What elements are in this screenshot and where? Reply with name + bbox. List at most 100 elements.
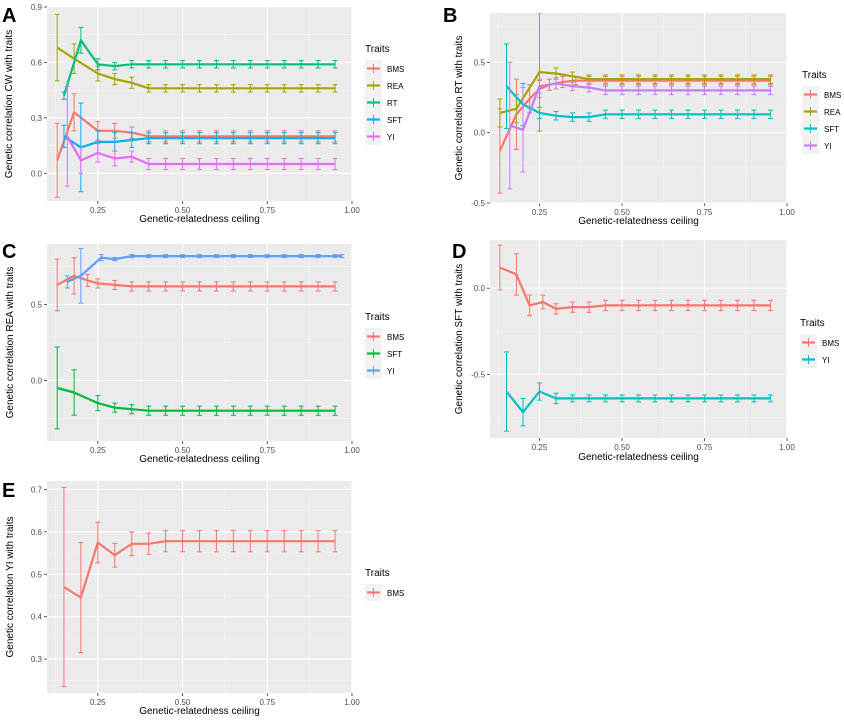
legend-title: Traits	[800, 318, 825, 329]
panel-d: 0.25 0.50 0.75 1.00 -0.5 0.0 Genetic-relatedne…	[452, 240, 839, 463]
panel-label: A	[2, 5, 16, 27]
series-bms	[61, 486, 338, 688]
x-axis-title: Genetic-relatedness ceiling	[578, 216, 699, 227]
legend-item: SFT	[365, 345, 402, 362]
legend: Traits BMS SFT YI	[365, 312, 404, 379]
legend-item: SFT	[365, 111, 402, 128]
x-axis-title: Genetic-relatedness ceiling	[578, 452, 699, 463]
legend-item: YI	[802, 137, 832, 154]
panel-e: 0.25 0.50 0.75 1.00 0.3 0.4 0.5 0.6 0.7 Genetic-r…	[2, 480, 404, 717]
series-layer	[54, 248, 345, 430]
series-line-bms	[56, 274, 336, 288]
x-tick-label: 0.75	[259, 206, 275, 215]
x-axis-title: Genetic-relatedness ceiling	[139, 706, 260, 717]
panel-c: 0.25 0.50 0.75 1.00 0.0 0.5 Genetic-relatednes…	[2, 241, 404, 465]
y-tick-label: 0.7	[31, 485, 43, 494]
legend-label: BMS	[387, 65, 404, 74]
series-line-bms	[499, 266, 771, 310]
legend-item: BMS	[365, 60, 404, 77]
panel-a: 0.25 0.50 0.75 1.00 0.0 0.3 0.6 0.9 Genetic-rela…	[2, 3, 404, 225]
series-line-bms	[63, 540, 336, 599]
y-tick-label: 0.3	[31, 114, 43, 123]
legend: Traits BMS	[365, 568, 404, 601]
legend-item: SFT	[802, 120, 839, 137]
x-tick-label: 0.75	[697, 443, 713, 452]
y-axis-title: Genetic correlation CW with traits	[4, 30, 15, 178]
panel-label: B	[443, 5, 457, 27]
y-axis-title: Genetic correlation RT with traits	[454, 36, 465, 181]
panel-label: C	[2, 241, 16, 263]
legend-item: BMS	[800, 334, 839, 351]
series-line-rea	[56, 46, 336, 90]
legend-label: BMS	[824, 91, 841, 100]
y-axis-title: Genetic correlation SFT with traits	[454, 264, 465, 414]
series-line-sft	[63, 135, 336, 149]
series-yi	[507, 61, 773, 190]
series-rea	[54, 13, 338, 93]
legend-item: YI	[365, 128, 395, 145]
x-tick-label: 0.75	[259, 446, 275, 455]
y-tick-label: 0.5	[31, 301, 43, 310]
series-line-yi	[505, 390, 771, 414]
legend-label: REA	[824, 108, 841, 117]
x-tick-label: 0.50	[175, 206, 191, 215]
legend-label: SFT	[387, 350, 402, 359]
x-tick-label: 0.50	[614, 208, 630, 217]
legend-title: Traits	[365, 44, 390, 55]
series-rea	[497, 13, 773, 132]
x-tick-label: 0.25	[90, 206, 106, 215]
y-tick-label: 0.9	[31, 3, 43, 12]
legend-item: YI	[800, 351, 830, 368]
legend-item: YI	[365, 362, 395, 379]
legend-label: SFT	[387, 116, 402, 125]
x-axis-title: Genetic-relatedness ceiling	[139, 454, 260, 465]
series-yi	[64, 85, 338, 187]
x-tick-label: 0.25	[532, 443, 548, 452]
legend-title: Traits	[802, 70, 827, 81]
legend-label: REA	[387, 82, 404, 91]
series-sft	[61, 102, 338, 193]
series-layer	[61, 486, 338, 688]
legend-title: Traits	[365, 568, 390, 579]
legend-item: REA	[802, 103, 841, 120]
plot-background	[490, 240, 787, 438]
legend-item: BMS	[802, 86, 841, 103]
legend-label: YI	[387, 133, 395, 142]
y-tick-label: 0.0	[474, 129, 486, 138]
legend: Traits BMS REA RT SFT YI	[365, 44, 404, 145]
x-tick-label: 1.00	[344, 446, 360, 455]
y-axis-title: Genetic correlation REA with traits	[5, 267, 16, 419]
plot-background	[47, 7, 352, 201]
y-tick-label: 0.5	[474, 58, 486, 67]
series-line-yi	[509, 82, 771, 131]
panel-label: E	[2, 480, 15, 502]
series-bms	[54, 257, 338, 312]
series-line-yi	[66, 135, 336, 166]
series-layer	[497, 13, 773, 194]
y-tick-label: 0.0	[31, 376, 43, 385]
legend-item: BMS	[365, 584, 404, 601]
series-yi	[64, 248, 345, 304]
x-tick-label: 1.00	[779, 443, 795, 452]
plot-background	[490, 13, 787, 203]
x-tick-label: 0.75	[697, 208, 713, 217]
legend-label: YI	[822, 356, 830, 365]
legend-item: RT	[365, 94, 398, 111]
y-tick-label: -0.5	[471, 199, 485, 208]
x-tick-label: 0.25	[532, 208, 548, 217]
series-layer	[54, 13, 338, 198]
y-axis-title: Genetic correlation YI with traits	[5, 517, 16, 658]
y-tick-label: 0.0	[474, 284, 486, 293]
legend-label: BMS	[387, 589, 404, 598]
legend-label: YI	[387, 367, 395, 376]
legend-item: REA	[365, 77, 404, 94]
x-tick-label: 1.00	[779, 208, 795, 217]
panel-b: 0.25 0.50 0.75 1.00 -0.5 0.0 0.5 Genetic-relate…	[443, 5, 841, 227]
legend: Traits BMS REA SFT YI	[802, 70, 841, 154]
series-sft	[54, 346, 338, 430]
series-line-rt	[62, 39, 336, 97]
series-sft	[504, 43, 773, 129]
x-tick-label: 1.00	[344, 206, 360, 215]
legend-label: YI	[824, 142, 832, 151]
